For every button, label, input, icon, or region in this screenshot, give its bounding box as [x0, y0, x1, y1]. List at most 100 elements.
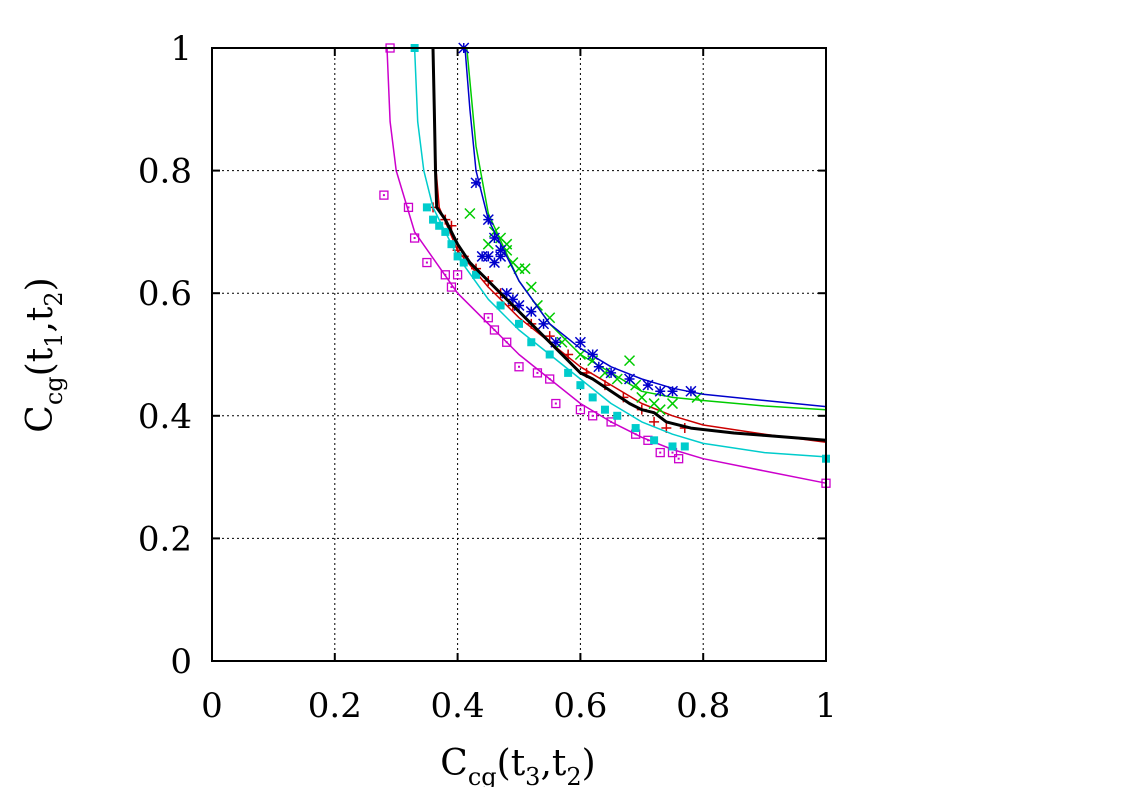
asterisk-marker [574, 336, 586, 348]
y-tick-labels: 0 0.2 0.4 0.6 0.8 1 [138, 29, 192, 682]
filled-square-marker [472, 270, 481, 279]
x-tick-label: 0.8 [676, 686, 730, 726]
open-square-marker-dot [413, 237, 416, 240]
open-square-marker-dot [444, 273, 447, 276]
open-square-marker [440, 270, 450, 280]
open-square-marker [452, 270, 463, 280]
open-square-marker-dot [536, 371, 539, 374]
open-square-marker-dot [671, 451, 674, 454]
tick-marks [211, 47, 827, 662]
asterisk-marker [495, 244, 507, 256]
open-square-marker-dot [646, 439, 649, 442]
open-square-marker-dot [634, 433, 637, 436]
cross-marker [636, 391, 648, 403]
filled-square-marker [422, 203, 431, 212]
plus-marker [649, 416, 660, 427]
open-square-marker-dot [579, 408, 582, 411]
filled-square-marker [588, 393, 597, 402]
open-square-marker-dot [591, 414, 594, 417]
asterisk-marker [642, 379, 654, 391]
filled-square-marker [680, 442, 689, 451]
filled-square-marker [496, 301, 505, 310]
open-square-marker [588, 411, 598, 421]
open-square-marker-dot [548, 378, 551, 381]
cross-marker [464, 207, 476, 220]
filled-square-marker [576, 381, 585, 390]
filled-square-marker [545, 350, 554, 359]
open-square-marker [502, 337, 512, 347]
y-tick-label: 1 [170, 29, 192, 69]
x-tick-labels: 0 0.2 0.4 0.6 0.8 1 [201, 686, 837, 726]
filled-square-marker [600, 405, 609, 414]
filled-square-marker [435, 221, 444, 230]
y-tick-label: 0.4 [138, 397, 192, 437]
filled-square-marker [459, 258, 468, 267]
asterisk-marker [525, 306, 537, 318]
asterisk-marker [488, 232, 500, 244]
plot-frame [211, 47, 827, 662]
open-square-marker [655, 447, 665, 458]
asterisk-marker [482, 250, 494, 262]
asterisk-marker [685, 385, 697, 397]
open-square-marker [551, 398, 561, 409]
open-square-marker-dot [505, 341, 508, 344]
x-tick-label: 0.6 [553, 686, 607, 726]
open-square-marker-dot [518, 365, 520, 368]
filled-square-marker [515, 319, 523, 328]
asterisk-marker [593, 361, 605, 373]
open-square-marker-dot [425, 261, 428, 264]
open-square-marker [673, 454, 684, 464]
open-square-marker [422, 257, 432, 268]
series-2 [464, 47, 827, 416]
x-tick-label: 1 [815, 686, 837, 726]
asterisk-marker [666, 385, 679, 397]
open-square-marker-dot [554, 402, 557, 405]
series-5 [410, 44, 830, 463]
fit-curve [464, 47, 827, 408]
filled-square-marker [668, 442, 677, 451]
open-square-marker [575, 405, 586, 415]
filled-square-marker [527, 338, 536, 347]
filled-square-marker [650, 436, 659, 445]
asterisk-marker [507, 293, 519, 305]
asterisk-marker [501, 287, 513, 299]
open-square-marker-dot [382, 194, 385, 197]
asterisk-marker [538, 318, 550, 330]
asterisk-marker [605, 367, 617, 379]
open-square-marker-dot [610, 420, 613, 423]
asterisk-marker [654, 385, 666, 397]
asterisk-marker [587, 348, 599, 361]
filled-square-marker [564, 368, 573, 377]
open-square-marker-dot [456, 273, 459, 276]
open-square-marker [532, 368, 543, 378]
filled-square-marker [441, 227, 450, 236]
filled-square-marker [447, 240, 456, 249]
open-square-marker-dot [677, 457, 680, 460]
asterisk-marker [513, 299, 525, 311]
x-tick-label: 0.2 [308, 686, 362, 726]
cross-marker [519, 263, 531, 275]
series-6 [431, 47, 827, 442]
open-square-marker [403, 202, 414, 213]
fit-curve [413, 47, 827, 458]
asterisk-marker [550, 336, 562, 348]
open-square-marker [514, 362, 524, 372]
open-square-marker-dot [487, 316, 490, 319]
asterisk-marker [488, 257, 500, 269]
thick-curve [431, 47, 827, 442]
open-square-marker-dot [407, 206, 410, 209]
open-square-marker [545, 374, 555, 384]
open-square-marker [446, 282, 457, 292]
filled-square-marker [429, 215, 438, 224]
open-square-marker [483, 313, 493, 323]
y-tick-label: 0.6 [138, 274, 192, 314]
plus-marker [544, 331, 555, 342]
asterisk-marker [495, 250, 507, 262]
open-square-marker-dot [493, 328, 496, 331]
y-tick-label: 0.8 [138, 152, 192, 192]
filled-square-marker [453, 252, 462, 261]
series-3 [458, 42, 827, 408]
plus-marker [563, 349, 574, 360]
y-axis-label: Ccg(t1,t2) [20, 277, 68, 432]
